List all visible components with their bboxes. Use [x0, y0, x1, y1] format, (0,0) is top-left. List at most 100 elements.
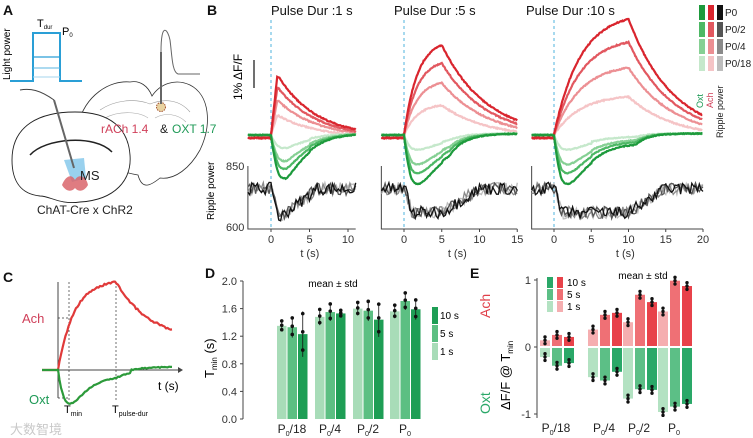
d-data-point — [366, 307, 371, 312]
mouse-line-label: ChAT-Cre x ChR2 — [37, 203, 133, 217]
c-oxt-curve — [42, 365, 172, 405]
ripple-tick-850: 850 — [226, 161, 244, 173]
subpanel-1: Pulse Dur :1 s 0 5 10 t (s) — [247, 3, 357, 260]
d-data-point — [317, 320, 322, 325]
e-data-point — [673, 404, 677, 409]
e-data-point — [591, 375, 595, 379]
e-data-point — [543, 358, 547, 363]
d-data-point — [300, 348, 305, 352]
e-y-axis-label: ΔF/F @ Tmin — [498, 341, 515, 410]
d-data-point — [355, 306, 360, 310]
panel-c-schematic: Ach Oxt t (s) Tmin Tpulse-dur 大数智境 — [10, 280, 183, 437]
legend-swatch-oxt — [699, 5, 705, 20]
d-data-point — [403, 291, 408, 295]
e-data-point — [615, 366, 619, 371]
d-legend-swatch — [432, 343, 438, 360]
panel-a-schematic: Tdur P0 Light power rACh 1.4 & OXT 1.7 M… — [2, 18, 217, 217]
d-data-point — [279, 327, 284, 332]
ripple-trace-P0 — [247, 181, 357, 222]
e-data-point — [673, 275, 677, 280]
x-tick-label: 15 — [660, 234, 672, 246]
d-x-tick-label: P0/18 — [278, 422, 307, 438]
e-legend-swatch-ach — [557, 301, 563, 312]
light-pulse-trace — [10, 32, 82, 82]
e-oxt-bar — [564, 348, 574, 364]
d-data-point — [403, 298, 408, 302]
e-data-point — [555, 367, 559, 371]
e-data-point — [673, 408, 677, 412]
legend-swatch-ripple — [717, 39, 723, 54]
e-x-tick-label: P0/18 — [542, 421, 571, 437]
d-legend-label: 1 s — [440, 347, 453, 358]
x-tick-label: 10 — [473, 234, 485, 246]
panel-label-c: C — [3, 269, 13, 285]
d-data-point — [279, 323, 284, 328]
e-data-point — [673, 278, 677, 283]
legend-level-label-p0-18: P0/18 — [725, 59, 752, 70]
d-y-tick-label: 0.4 — [222, 386, 237, 398]
c-xlabel: t (s) — [158, 379, 179, 393]
e-data-point — [591, 378, 595, 383]
e-data-point — [567, 338, 571, 342]
hippocampus-outline — [99, 100, 191, 113]
t-pulse-label: Tpulse-dur — [112, 404, 149, 418]
e-data-point — [603, 382, 607, 386]
legend-level-label-p0: P0 — [725, 8, 738, 19]
x-axis-arrow-icon — [178, 367, 183, 373]
e-ach-bar — [552, 334, 562, 346]
ach-trace-P0-2 — [531, 39, 703, 140]
panel-b-traces: 1% ΔF/F Ripple power 850 600 Pulse Dur :… — [206, 3, 709, 260]
e-data-point — [555, 360, 559, 365]
d-data-point — [279, 319, 284, 323]
legend-swatch-ach — [708, 22, 714, 37]
e-data-point — [555, 336, 559, 340]
e-data-point — [685, 280, 689, 285]
ripple-trace-P0-2 — [247, 181, 357, 221]
e-data-point — [650, 297, 654, 301]
panel-label-e: E — [470, 265, 479, 281]
e-y-tick-label: 0 — [525, 342, 531, 354]
e-data-point — [543, 352, 547, 356]
legend-swatch-oxt — [699, 22, 705, 37]
d-bar — [298, 334, 308, 419]
e-data-point — [543, 341, 547, 346]
e-data-point — [661, 313, 665, 317]
x-tick-label: 5 — [306, 234, 312, 246]
d-title: mean ± std — [308, 279, 357, 290]
e-data-point — [661, 309, 665, 314]
subpanel-2: Pulse Dur :5 s 0 5 10 15 t (s) — [380, 3, 523, 260]
e-data-point — [650, 391, 654, 395]
e-oxt-bar — [623, 348, 633, 399]
e-data-point — [638, 384, 642, 388]
e-data-point — [661, 306, 665, 310]
e-ach-bar — [635, 294, 645, 346]
d-data-point — [355, 300, 360, 305]
legend-swatch-oxt — [699, 56, 705, 71]
ach-trace-P0 — [247, 75, 357, 141]
panel-e-chart: 1 0 -1 ΔF/F @ Tmin Ach Oxt mean ± std P0/18 P0/4… — [477, 271, 692, 437]
e-data-point — [685, 284, 689, 288]
d-bar — [363, 310, 373, 419]
e-data-point — [638, 289, 642, 294]
region-ms-label: MS — [80, 168, 100, 183]
e-data-point — [685, 287, 689, 292]
legend-level-label-p0-4: P0/4 — [725, 42, 746, 53]
e-legend-label: 10 s — [567, 278, 586, 289]
d-y-tick-label: 2.0 — [222, 276, 237, 288]
d-bar — [277, 325, 287, 419]
x-axis-label: t (s) — [300, 248, 319, 260]
scale-bar-label: 1% ΔF/F — [231, 54, 245, 100]
e-data-point — [626, 396, 630, 401]
e-data-point — [626, 393, 630, 397]
d-bar — [325, 312, 335, 419]
p0-label: P0 — [62, 26, 73, 39]
e-data-point — [638, 390, 642, 395]
e-data-point — [567, 331, 571, 336]
e-data-point — [638, 387, 642, 391]
e-data-point — [567, 364, 571, 369]
x-tick-label: 5 — [588, 234, 594, 246]
e-data-point — [555, 333, 559, 337]
c-ach-label: Ach — [22, 311, 44, 326]
x-tick-label: 10 — [342, 234, 354, 246]
